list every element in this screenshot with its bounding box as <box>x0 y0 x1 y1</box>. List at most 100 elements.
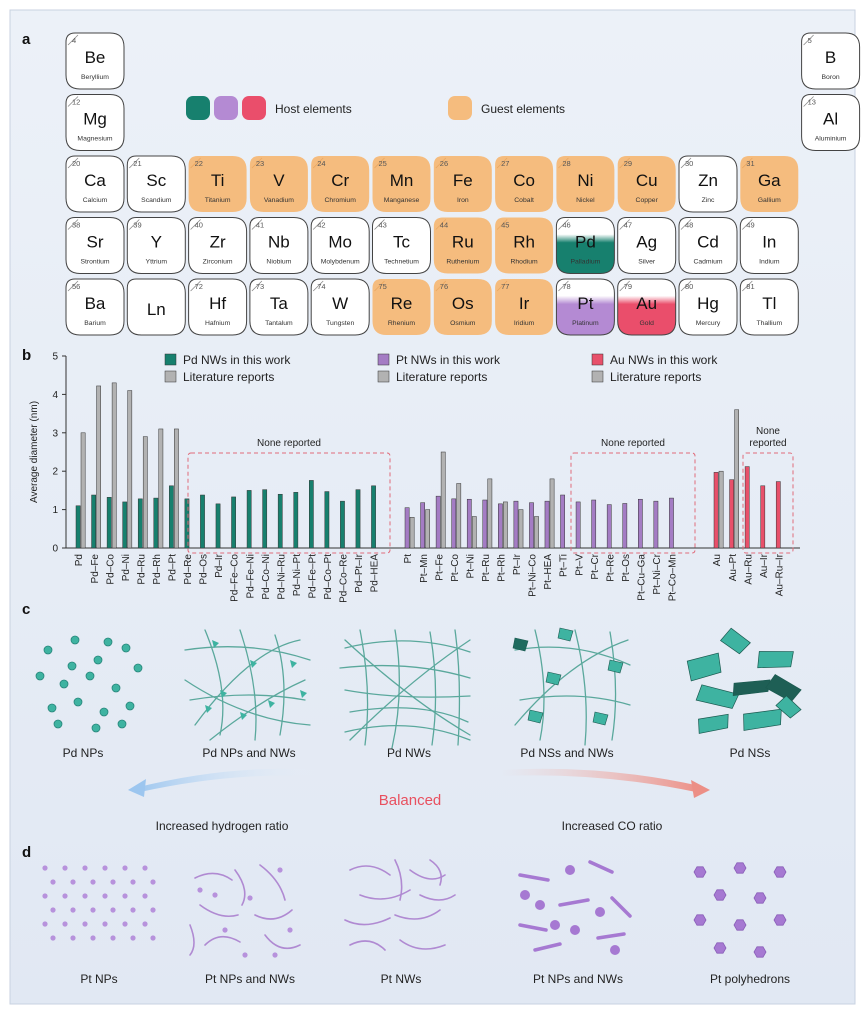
pt-nanoparticle <box>70 935 76 941</box>
category-label: Au <box>712 554 723 566</box>
bar-pd-this-work <box>106 497 112 549</box>
element-name: Iron <box>457 197 469 204</box>
element-cell-zr: 40 Zr Zirconium <box>188 217 248 274</box>
element-name: Titanium <box>205 197 231 204</box>
category-label: Pt–Re <box>605 554 616 582</box>
element-name: Copper <box>636 197 659 204</box>
category-label: Pd <box>74 554 85 566</box>
element-name: Gallium <box>758 197 781 204</box>
pt-nanoparticle <box>247 895 253 901</box>
pt-nanowire <box>194 872 233 881</box>
category-label: Pt–Ir <box>512 553 523 575</box>
bar-pt-this-work <box>451 498 457 549</box>
pt-nanoparticle <box>277 867 283 873</box>
element-cell-in: 49 In Indium <box>739 217 799 274</box>
element-symbol: Al <box>823 110 838 129</box>
category-label: Pd–Ni–Pt <box>292 554 303 596</box>
none-reported-au-1: None <box>756 426 780 437</box>
bar-pd-this-work <box>153 497 159 549</box>
bar-pt-this-work <box>498 503 503 549</box>
element-symbol: Cd <box>697 233 719 252</box>
hydrogen-ratio-label: Increased hydrogen ratio <box>156 819 289 833</box>
element-cell-al: 13 Al Aluminium <box>801 94 861 151</box>
bar-literature <box>409 517 415 549</box>
pd-nanosheet <box>527 709 544 724</box>
element-name: Cobalt <box>514 197 534 204</box>
y-tick-label: 4 <box>52 390 58 401</box>
none-reported-box-au <box>742 452 794 554</box>
nanowire <box>349 639 471 741</box>
pt-nanoparticle <box>62 865 68 871</box>
element-name: Beryllium <box>81 74 109 81</box>
element-name: Manganese <box>384 197 420 204</box>
category-label: Au–Ir <box>759 553 770 578</box>
element-number: 12 <box>72 98 80 107</box>
element-tile <box>617 156 676 212</box>
element-cell-co: 27 Co Cobalt <box>495 156 554 212</box>
pt-nanoparticle <box>610 945 620 955</box>
bar-pd-this-work <box>231 496 236 549</box>
pd-nanoparticle <box>250 660 257 668</box>
element-name: Thallium <box>756 320 782 327</box>
nanowire <box>519 695 631 706</box>
host-pt-swatch <box>214 96 238 120</box>
pt-nanoparticle <box>570 925 580 935</box>
element-number: 80 <box>685 282 693 291</box>
panel-b-label: b <box>22 347 31 364</box>
element-cell-rh: 45 Rh Rhodium <box>495 217 554 274</box>
element-symbol: Tl <box>762 294 776 313</box>
element-number: 28 <box>562 159 570 168</box>
element-cell-ba: 56 Ba Barium <box>65 278 125 336</box>
legend-swatch <box>377 353 390 366</box>
pt-nanoparticle <box>42 921 48 927</box>
category-labels: Pd Pd–Fe Pd–Co Pd–Ni Pd–Ru Pd–Rh Pd–Pt Pd–Re Pd–… <box>74 553 785 603</box>
element-tile <box>65 94 125 151</box>
pt-nanowire <box>234 869 246 906</box>
pd-nanoparticle <box>99 707 109 717</box>
pt-nanowire <box>359 889 411 900</box>
pt-nanowire <box>610 896 632 918</box>
right-arrowhead <box>691 780 710 798</box>
pt-nanoparticle <box>110 935 116 941</box>
corner-tab <box>742 219 753 230</box>
category-label: Pd–Co–Pt <box>323 554 334 600</box>
corner-tab <box>435 280 447 292</box>
corner-tab <box>680 219 692 230</box>
bar-pd-this-work <box>137 498 143 549</box>
element-number: 77 <box>501 282 509 291</box>
element-cell-be: 4 Be Beryllium <box>65 32 125 90</box>
bar-chart: Average diameter (nm) 0 1 2 3 4 5 Pd Pd–Fe Pd–C… <box>29 352 800 603</box>
pt-nanowire <box>429 859 443 886</box>
none-reported-annotations: None reported None reported None reporte… <box>187 426 794 554</box>
pt-nanowire <box>264 934 301 950</box>
pt-nanoparticle <box>150 907 156 913</box>
element-tile <box>801 32 861 90</box>
pd-nanoparticle <box>85 671 95 681</box>
bar-literature <box>96 385 102 549</box>
element-name: Platinum <box>572 320 599 327</box>
element-symbol: Ba <box>85 294 106 313</box>
bar-literature <box>487 478 493 549</box>
corner-tab <box>374 157 385 169</box>
element-cell-fe: 26 Fe Iron <box>433 156 492 212</box>
category-label: Pd–HEA <box>370 554 381 593</box>
element-name: Nickel <box>576 197 595 204</box>
pt-nanowire <box>344 917 391 926</box>
corner-tab <box>680 280 692 292</box>
pt-nanowire <box>409 869 446 880</box>
element-number: 78 <box>562 282 570 291</box>
corner-tab <box>312 280 324 292</box>
legend-swatch <box>377 370 390 383</box>
pt-nanoparticle <box>142 893 148 899</box>
nanowire <box>239 629 257 741</box>
bar-pd-this-work <box>184 498 190 549</box>
guest-swatch <box>448 96 472 120</box>
pt-nanoparticle <box>122 893 128 899</box>
element-tile <box>433 156 492 212</box>
element-number: 27 <box>501 159 509 168</box>
category-label: Pd–Rh <box>152 554 163 585</box>
host-pd-swatch <box>186 96 210 120</box>
element-cell-v: 23 V Vanadium <box>249 156 308 212</box>
